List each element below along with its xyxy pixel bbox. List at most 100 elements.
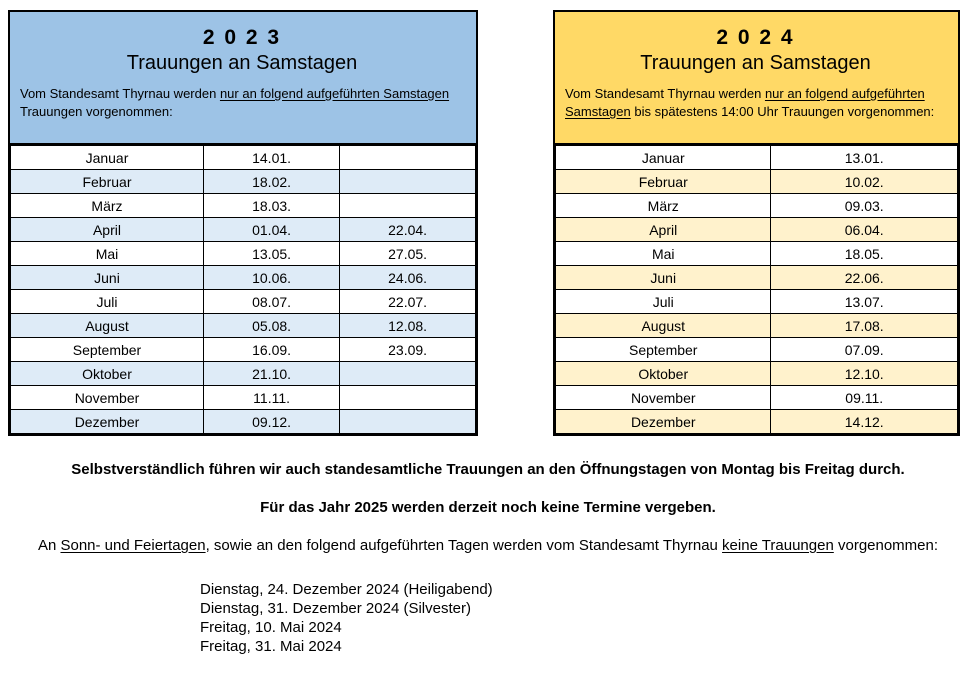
month-cell: Mai [554, 241, 772, 266]
date-cell: 08.07. [202, 289, 341, 314]
date-cell: 10.06. [202, 265, 341, 290]
month-cell: Juni [10, 265, 204, 290]
table-row: Dezember 09.12. [10, 409, 476, 434]
month-cell: Juli [10, 289, 204, 314]
date-cell [339, 145, 476, 170]
date-cell: 16.09. [202, 337, 341, 362]
underlined-text: keine Trauungen [722, 537, 834, 554]
month-cell: Dezember [554, 409, 772, 434]
closed-date-item: Freitag, 10. Mai 2024 [200, 619, 342, 636]
table-row: März 09.03. [554, 193, 958, 218]
text-segment: bis spätestens 14:00 Uhr Trauungen vorge… [630, 103, 935, 119]
note-no-weddings: An Sonn- und Feiertagen, sowie an den fo… [18, 537, 958, 554]
text-segment: An [37, 537, 61, 554]
date-cell: 18.03. [202, 193, 341, 218]
text-segment: Vom Standesamt Thyrnau werden [565, 86, 765, 101]
date-cell: 14.01. [202, 145, 341, 170]
month-cell: Juni [554, 265, 772, 290]
text-segment: Trauungen vorgenommen: [20, 103, 173, 119]
date-cell: 22.06. [770, 265, 958, 290]
date-cell: 12.08. [339, 313, 476, 338]
month-cell: Februar [10, 169, 204, 194]
month-cell: November [10, 385, 204, 410]
date-cell: 27.05. [339, 241, 476, 266]
panel-header-2023: 2 0 2 3 Trauungen an Samstagen Vom Stand… [10, 12, 476, 145]
note-2025-appointments: Für das Jahr 2025 werden derzeit noch ke… [260, 499, 716, 516]
date-cell [339, 193, 476, 218]
table-row: Oktober 12.10. [554, 361, 958, 386]
panel-intro-text: Vom Standesamt Thyrnau werden nur an fol… [565, 85, 946, 121]
month-cell: April [554, 217, 772, 242]
table-row: April 01.04. 22.04. [10, 217, 476, 242]
date-cell: 11.11. [202, 385, 341, 410]
month-cell: September [10, 337, 204, 362]
month-cell: Juli [554, 289, 772, 314]
text-segment: Vom Standesamt Thyrnau werden [20, 86, 220, 101]
month-cell: Dezember [10, 409, 204, 434]
table-row: Mai 18.05. [554, 241, 958, 266]
date-cell: 22.04. [339, 217, 476, 242]
date-cell: 07.09. [770, 337, 958, 362]
date-cell: 05.08. [202, 313, 341, 338]
closed-date-item: Dienstag, 31. Dezember 2024 (Silvester) [200, 600, 471, 617]
table-row: September 07.09. [554, 337, 958, 362]
month-cell: April [10, 217, 204, 242]
date-cell: 21.10. [202, 361, 341, 386]
date-cell: 22.07. [339, 289, 476, 314]
table-row: Januar 13.01. [554, 145, 958, 170]
schedule-table-2023: Januar 14.01. Februar 18.02. März 18.03. April… [10, 145, 476, 434]
date-cell: 18.02. [202, 169, 341, 194]
year-heading: 2 0 2 4 [716, 26, 795, 49]
text-segment: vorgenommen: [833, 537, 939, 554]
table-row: Juli 08.07. 22.07. [10, 289, 476, 314]
closed-date-item: Freitag, 31. Mai 2024 [200, 638, 342, 655]
month-cell: August [554, 313, 772, 338]
table-row: Februar 10.02. [554, 169, 958, 194]
month-cell: August [10, 313, 204, 338]
date-cell: 06.04. [770, 217, 958, 242]
table-row: September 16.09. 23.09. [10, 337, 476, 362]
closed-dates-list: Dienstag, 24. Dezember 2024 (Heiligabend… [200, 580, 976, 656]
note-weekday-weddings: Selbstverständlich führen wir auch stand… [71, 461, 905, 478]
month-cell: Februar [554, 169, 772, 194]
month-cell: November [554, 385, 772, 410]
date-cell: 12.10. [770, 361, 958, 386]
panel-subtitle: Trauungen an Samstagen [640, 52, 871, 74]
schedule-table-2024: Januar 13.01. Februar 10.02. März 09.03. April… [554, 145, 958, 434]
date-cell [339, 385, 476, 410]
date-cell: 23.09. [339, 337, 476, 362]
date-cell: 24.06. [339, 265, 476, 290]
date-cell: 14.12. [770, 409, 958, 434]
underlined-text: Sonn- und Feiertagen [60, 537, 206, 554]
date-cell [339, 409, 476, 434]
table-row: November 09.11. [554, 385, 958, 410]
table-row: Juli 13.07. [554, 289, 958, 314]
month-cell: September [554, 337, 772, 362]
schedule-panel-2023: 2 0 2 3 Trauungen an Samstagen Vom Stand… [8, 10, 478, 436]
table-row: Mai 13.05. 27.05. [10, 241, 476, 266]
table-row: November 11.11. [10, 385, 476, 410]
date-cell: 10.02. [770, 169, 958, 194]
year-heading: 2 0 2 3 [202, 26, 282, 49]
month-cell: März [10, 193, 204, 218]
table-row: Dezember 14.12. [554, 409, 958, 434]
panel-intro-text: Vom Standesamt Thyrnau werden nur an fol… [20, 85, 464, 121]
month-cell: Januar [554, 145, 772, 170]
schedule-panel-2024: 2 0 2 4 Trauungen an Samstagen Vom Stand… [553, 10, 960, 436]
table-row: Oktober 21.10. [10, 361, 476, 386]
notes-section: Selbstverständlich führen wir auch stand… [0, 461, 976, 656]
date-cell: 09.11. [770, 385, 958, 410]
date-cell: 17.08. [770, 313, 958, 338]
panel-header-2024: 2 0 2 4 Trauungen an Samstagen Vom Stand… [555, 12, 958, 145]
table-row: Juni 10.06. 24.06. [10, 265, 476, 290]
month-cell: Mai [10, 241, 204, 266]
table-row: August 05.08. 12.08. [10, 313, 476, 338]
date-cell: 13.01. [770, 145, 958, 170]
date-cell: 13.07. [770, 289, 958, 314]
underlined-text: nur an folgend aufgeführten Samstagen [219, 86, 450, 101]
text-segment: , sowie an den folgend aufgeführten Tage… [205, 537, 723, 554]
table-row: Juni 22.06. [554, 265, 958, 290]
month-cell: Januar [10, 145, 204, 170]
date-cell: 18.05. [770, 241, 958, 266]
month-cell: März [554, 193, 772, 218]
